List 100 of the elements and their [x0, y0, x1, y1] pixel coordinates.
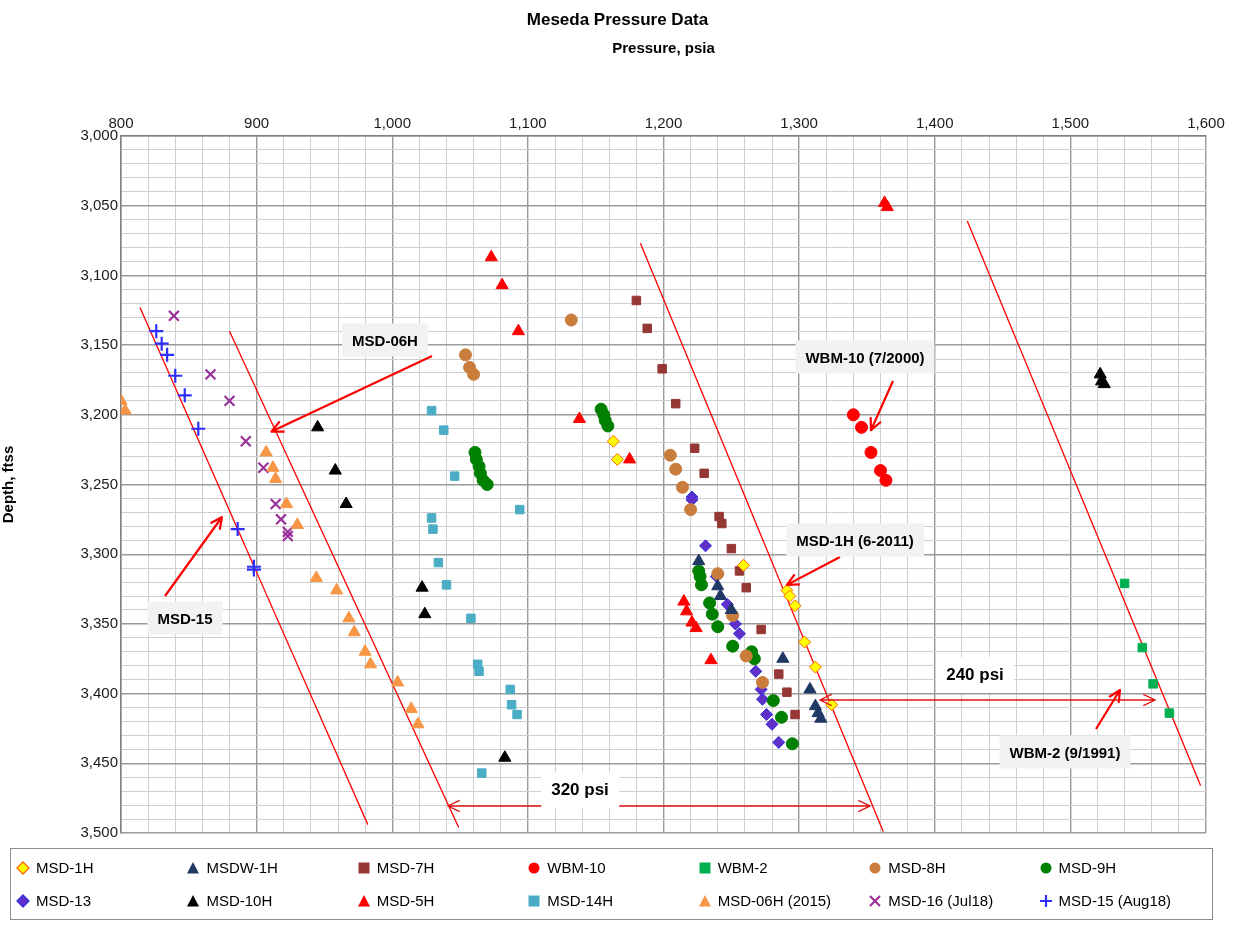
- y-tick-label: 3,300: [80, 544, 118, 562]
- x-tick-label: 1,300: [780, 114, 818, 132]
- point: [426, 513, 437, 523]
- x-tick-label: 1,100: [509, 114, 547, 132]
- point: [756, 624, 766, 635]
- point: [498, 750, 512, 762]
- point: [785, 737, 799, 751]
- annotation: MSD-06H: [342, 323, 428, 357]
- point: [670, 398, 681, 409]
- point: [290, 517, 304, 529]
- point: [717, 518, 727, 529]
- point: [466, 613, 476, 624]
- point: [328, 463, 342, 475]
- point: [880, 199, 894, 212]
- y-tick-label: 3,450: [80, 753, 118, 771]
- point: [782, 687, 792, 697]
- point: [239, 435, 252, 448]
- point: [704, 652, 718, 665]
- legend-label: MSD-10H: [206, 892, 273, 909]
- point: [788, 599, 802, 613]
- point: [703, 596, 717, 610]
- point: [684, 503, 698, 517]
- point: [515, 504, 525, 515]
- point: [257, 461, 270, 474]
- y-tick-label: 3,100: [80, 265, 118, 283]
- point: [572, 411, 586, 423]
- point: [803, 681, 817, 694]
- point: [190, 420, 207, 437]
- legend-label: MSD-15 (Aug18): [1058, 892, 1172, 909]
- point: [713, 588, 728, 601]
- point: [506, 700, 517, 710]
- point: [1137, 642, 1147, 653]
- point: [266, 460, 280, 472]
- point: [176, 387, 193, 404]
- point: [874, 464, 887, 478]
- point: [879, 473, 893, 487]
- point: [204, 368, 217, 381]
- point: [677, 594, 691, 606]
- point: [814, 711, 828, 723]
- point: [790, 709, 800, 720]
- point: [148, 323, 165, 340]
- y-tick-label: 3,200: [80, 404, 118, 422]
- point: [726, 639, 740, 653]
- point: [259, 444, 273, 457]
- point: [512, 709, 522, 720]
- point: [279, 496, 294, 509]
- point: [772, 735, 786, 749]
- legend-label: MSD-14H: [547, 892, 614, 909]
- point: [511, 323, 525, 336]
- x-tick-label: 1,200: [644, 114, 683, 132]
- point: [439, 425, 449, 435]
- point: [689, 620, 703, 633]
- point: [694, 578, 708, 592]
- point: [774, 669, 784, 679]
- point: [808, 660, 822, 674]
- legend-label: MSDW-1H: [206, 859, 278, 876]
- point: [274, 513, 288, 526]
- point: [675, 480, 689, 494]
- point: [347, 624, 361, 637]
- point: [663, 448, 677, 462]
- point: [415, 580, 429, 592]
- point: [229, 521, 246, 538]
- point: [167, 367, 184, 384]
- point: [657, 364, 667, 374]
- legend-label: MSD-1H: [36, 859, 94, 876]
- point: [339, 496, 353, 509]
- point: [411, 716, 425, 729]
- point: [433, 557, 444, 568]
- point: [756, 692, 770, 706]
- x-tick-label: 1,600: [1187, 114, 1225, 132]
- point: [441, 580, 452, 590]
- y-tick-label: 3,050: [80, 195, 118, 213]
- point: [705, 607, 719, 621]
- point: [564, 313, 578, 327]
- point: [711, 620, 725, 634]
- point: [484, 249, 498, 262]
- point: [495, 277, 509, 290]
- y-tick-label: 3,250: [80, 474, 118, 492]
- point: [760, 708, 774, 722]
- legend-label: MSD-06H (2015): [717, 892, 832, 909]
- point: [153, 335, 170, 352]
- point: [474, 666, 484, 677]
- point: [739, 649, 753, 663]
- y-tick-label: 3,400: [80, 683, 118, 701]
- point: [798, 635, 812, 649]
- annotation: 320 psi: [541, 772, 619, 808]
- point: [623, 451, 637, 464]
- point: [689, 443, 700, 453]
- point: [269, 497, 282, 511]
- legend-label: WBM-2: [717, 859, 768, 876]
- point: [167, 309, 180, 322]
- point: [749, 664, 763, 678]
- x-tick-label: 900: [244, 114, 270, 132]
- legend-label: MSD-13: [36, 892, 92, 909]
- point: [699, 468, 709, 479]
- point: [711, 578, 725, 591]
- annotation: WBM-2 (9/1991): [999, 735, 1131, 769]
- point: [428, 524, 438, 534]
- point: [330, 582, 344, 595]
- point: [732, 627, 746, 641]
